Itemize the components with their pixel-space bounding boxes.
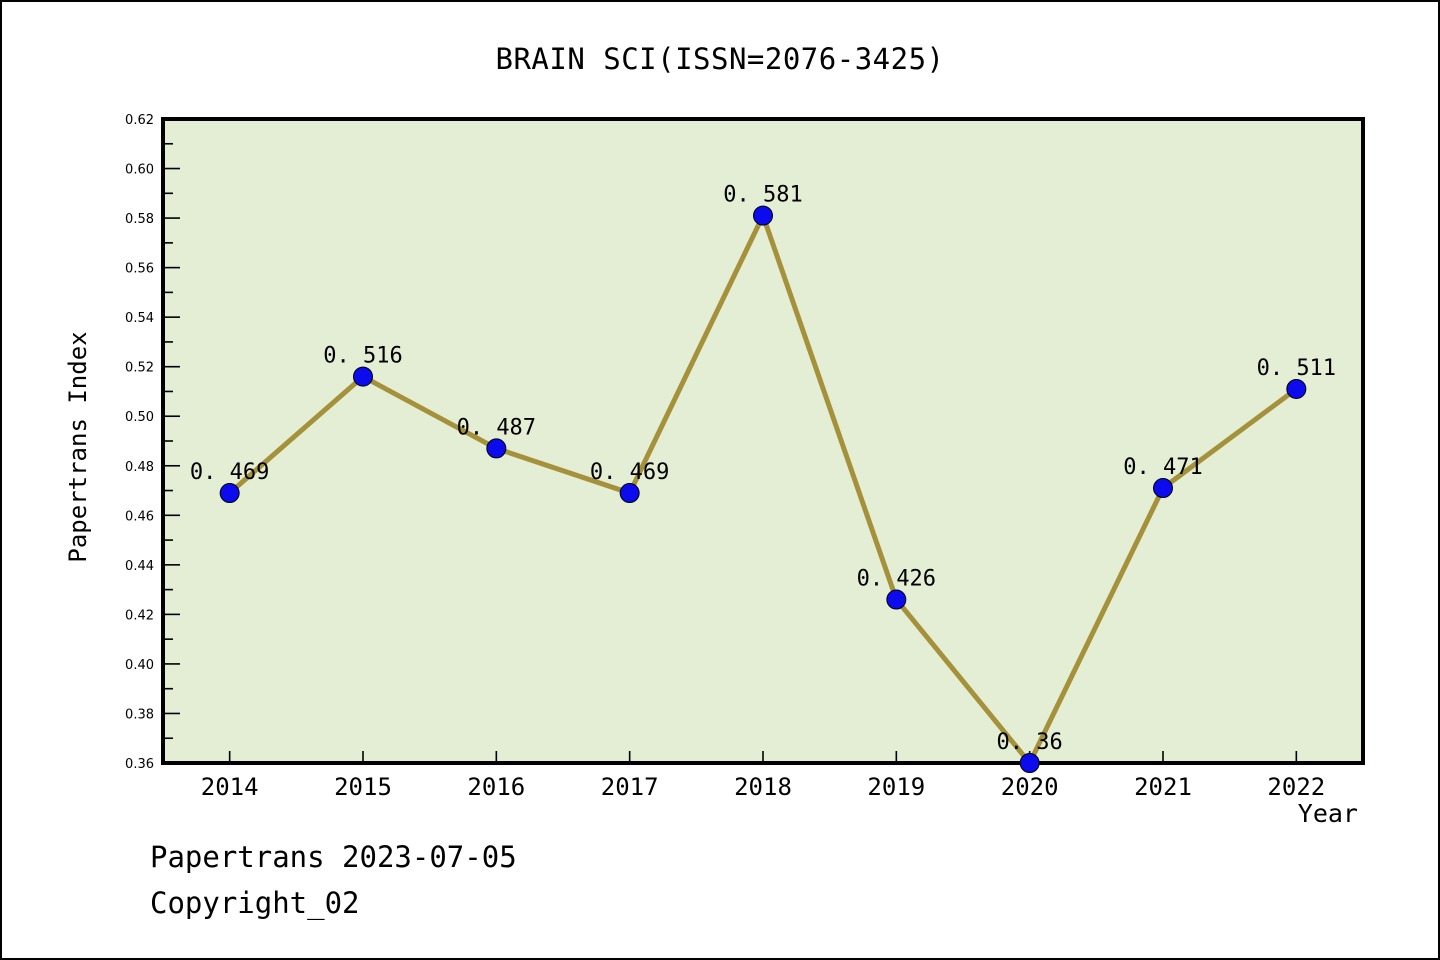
y-tick-label: 0.50 xyxy=(125,410,154,425)
data-point-marker xyxy=(619,483,640,504)
data-point-label: 0. 516 xyxy=(323,344,402,369)
data-point-marker xyxy=(886,589,907,610)
x-tick-label: 2016 xyxy=(467,773,525,801)
y-tick-label: 0.40 xyxy=(125,658,154,673)
x-tick-label: 2022 xyxy=(1267,773,1325,801)
data-point-marker xyxy=(1286,378,1307,399)
data-point-label: 0. 471 xyxy=(1123,455,1202,480)
y-tick-label: 0.36 xyxy=(125,757,154,772)
chart-title: BRAIN SCI(ISSN=2076-3425) xyxy=(495,42,945,76)
data-point-label: 0. 487 xyxy=(457,415,536,440)
data-point-label: 0. 469 xyxy=(190,460,269,485)
x-tick-label: 2017 xyxy=(601,773,659,801)
data-point-label: 0. 511 xyxy=(1257,356,1336,381)
y-tick-label: 0.46 xyxy=(125,509,154,524)
x-tick-label: 2015 xyxy=(334,773,392,801)
y-tick-label: 0.38 xyxy=(125,707,154,722)
y-tick-label: 0.54 xyxy=(125,311,154,326)
y-tick-label: 0.58 xyxy=(125,212,154,227)
y-tick-label: 0.52 xyxy=(125,361,154,376)
footer-watermark-date: Papertrans 2023-07-05 xyxy=(150,840,517,874)
x-tick-label: 2014 xyxy=(201,773,259,801)
x-axis-title: Year xyxy=(1297,799,1358,828)
y-tick-label: 0.62 xyxy=(125,113,154,128)
y-tick-label: 0.56 xyxy=(125,262,154,277)
data-point-marker xyxy=(353,366,373,387)
data-point-marker xyxy=(753,205,773,226)
data-point-label: 0. 36 xyxy=(997,730,1063,755)
data-point-marker xyxy=(486,438,507,459)
x-tick-label: 2019 xyxy=(867,773,925,801)
plot-background xyxy=(161,117,1365,765)
data-point-marker xyxy=(219,483,240,504)
x-tick-label: 2021 xyxy=(1134,773,1192,801)
y-tick-label: 0.44 xyxy=(125,559,154,574)
data-point-label: 0. 426 xyxy=(857,567,936,592)
x-tick-label: 2020 xyxy=(1001,773,1059,801)
y-tick-label: 0.60 xyxy=(125,163,154,178)
footer-copyright: Copyright_02 xyxy=(150,886,360,920)
data-point-label: 0. 469 xyxy=(590,460,669,485)
y-tick-label: 0.42 xyxy=(125,608,154,623)
x-tick-label: 2018 xyxy=(734,773,792,801)
data-point-label: 0. 581 xyxy=(723,183,802,208)
y-tick-label: 0.48 xyxy=(125,460,154,475)
data-point-marker xyxy=(1019,753,1040,773)
data-point-marker xyxy=(1153,478,1173,499)
